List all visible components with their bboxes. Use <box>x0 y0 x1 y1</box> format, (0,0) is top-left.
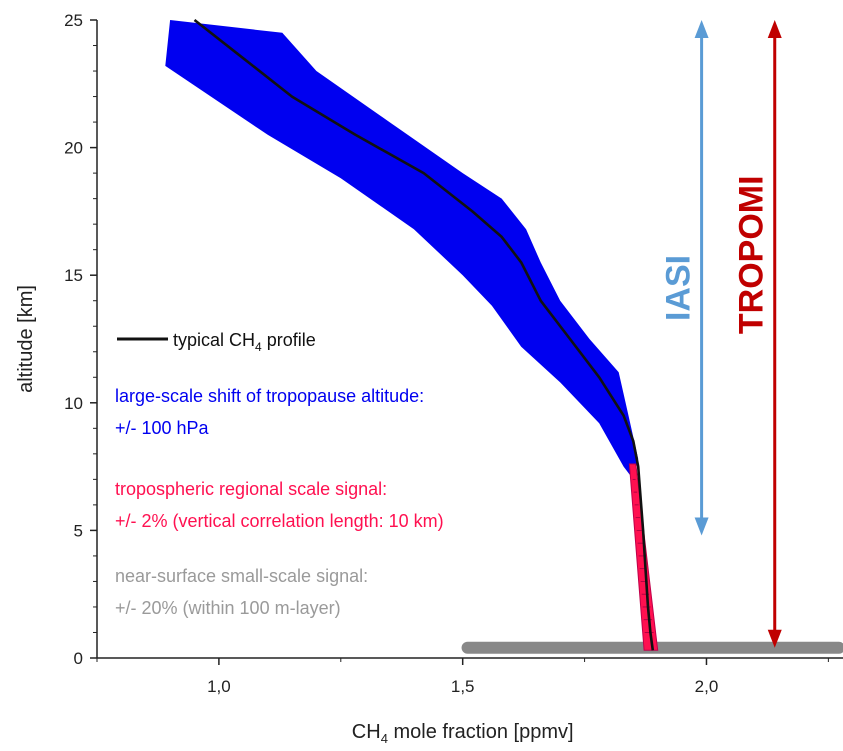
iasi-arrow-head-bottom <box>694 517 709 536</box>
y-tick-label: 5 <box>74 521 83 540</box>
x-axis-title: CH4 mole fraction [ppmv] <box>352 721 574 746</box>
y-tick-label: 15 <box>64 266 83 285</box>
y-tick-label: 25 <box>64 11 83 30</box>
x-tick-label: 1,0 <box>207 677 231 696</box>
y-axis-title: altitude [km] <box>15 285 37 393</box>
tropomi-label: TROPOMI <box>733 175 771 334</box>
legend-tropospheric-line1: tropospheric regional scale signal: <box>115 479 387 499</box>
iasi-label: IASI <box>660 255 698 321</box>
y-tick-label: 0 <box>74 649 83 668</box>
legend-profile-label: typical CH4 profile <box>173 330 316 354</box>
x-tick-label: 2,0 <box>695 677 719 696</box>
tropomi-arrow-head-top <box>767 20 782 38</box>
iasi-arrow-head-top <box>694 20 709 38</box>
typical-ch4-profile-line <box>193 18 655 651</box>
legend-tropopause-line1: large-scale shift of tropopause altitude… <box>115 386 424 406</box>
legend-near-surface-line1: near-surface small-scale signal: <box>115 566 368 586</box>
legend-near-surface-line2: +/- 20% (within 100 m-layer) <box>115 598 341 618</box>
tropopause-shift-band <box>165 20 639 480</box>
tropomi-arrow-head-bottom <box>767 629 782 648</box>
y-tick-label: 10 <box>64 394 83 413</box>
x-tick-label: 1,5 <box>451 677 475 696</box>
legend-tropospheric-line2: +/- 2% (vertical correlation length: 10 … <box>115 511 444 531</box>
legend-tropopause-line2: +/- 100 hPa <box>115 418 210 438</box>
y-tick-label: 20 <box>64 139 83 158</box>
